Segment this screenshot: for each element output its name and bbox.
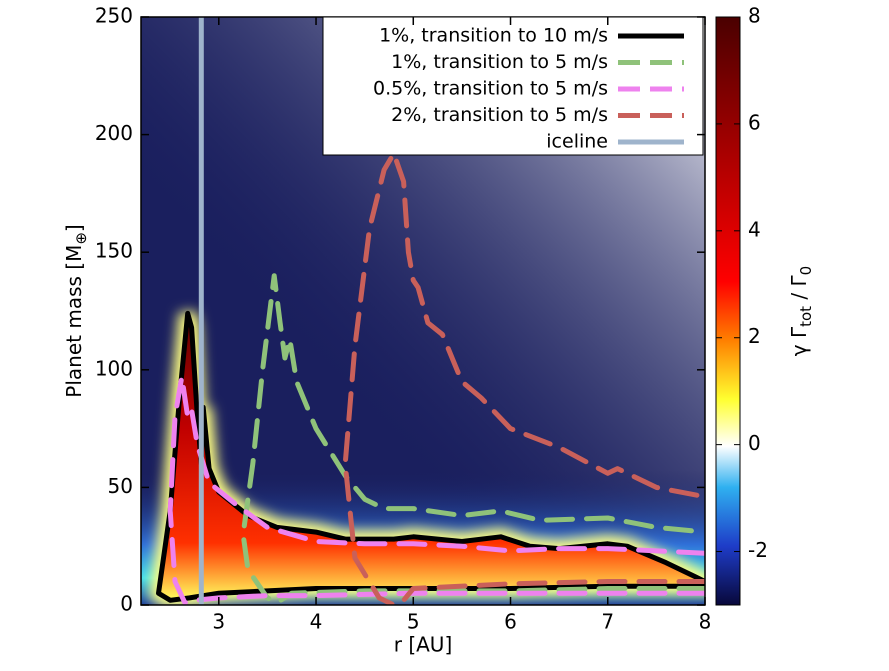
y-tick-label: 50 xyxy=(108,474,133,498)
legend-box xyxy=(322,16,704,156)
legend-label: 0.5%, transition to 5 m/s xyxy=(373,78,608,100)
colorbar-tick-label: 4 xyxy=(748,217,761,241)
colorbar-tick-label: 0 xyxy=(748,431,761,455)
x-tick-label: 7 xyxy=(601,610,614,634)
c-label-part: γ Γ xyxy=(787,326,811,356)
y-tick-label: 150 xyxy=(95,239,133,263)
colorbar-tick-label: -2 xyxy=(748,538,768,562)
x-axis-label: r [AU] xyxy=(394,633,453,657)
legend-label: 1%, transition to 5 m/s xyxy=(391,51,608,73)
y-tick-label: 100 xyxy=(95,356,133,380)
legend-label: 2%, transition to 5 m/s xyxy=(391,104,608,126)
x-tick-label: 4 xyxy=(310,610,323,634)
y-label-part: Planet mass [M xyxy=(62,245,86,398)
y-tick-label: 200 xyxy=(95,121,133,145)
colorbar-tick-label: 6 xyxy=(748,110,761,134)
colorbar-tick-label: 2 xyxy=(748,324,761,348)
series-line xyxy=(167,374,705,605)
legend-label: 1%, transition to 10 m/s xyxy=(379,25,608,47)
x-tick-label: 6 xyxy=(504,610,517,634)
x-tick-label: 8 xyxy=(699,610,712,634)
heatmap-core xyxy=(158,313,705,601)
x-tick-label: 5 xyxy=(407,610,420,634)
y-label-part: ] xyxy=(62,224,86,232)
c-label-sub: tot xyxy=(797,306,815,327)
y-tick-label: 250 xyxy=(95,4,133,28)
y-axis-label: Planet mass [M⊕] xyxy=(62,224,90,397)
y-tick-label: 0 xyxy=(120,592,133,616)
c-label-part: / Γ xyxy=(787,274,811,305)
colorbar-label: γ Γtot / Γ0 xyxy=(787,266,815,356)
colorbar-tick-label: 8 xyxy=(748,4,761,28)
series-line xyxy=(342,150,705,605)
series-line xyxy=(240,273,705,605)
y-label-sub: ⊕ xyxy=(72,232,90,245)
legend-label: iceline xyxy=(546,131,608,153)
x-tick-label: 3 xyxy=(212,610,225,634)
legend: 1%, transition to 10 m/s 1%, transition t… xyxy=(322,16,704,156)
c-label-sub: 0 xyxy=(797,266,815,276)
colorbar xyxy=(715,16,741,606)
